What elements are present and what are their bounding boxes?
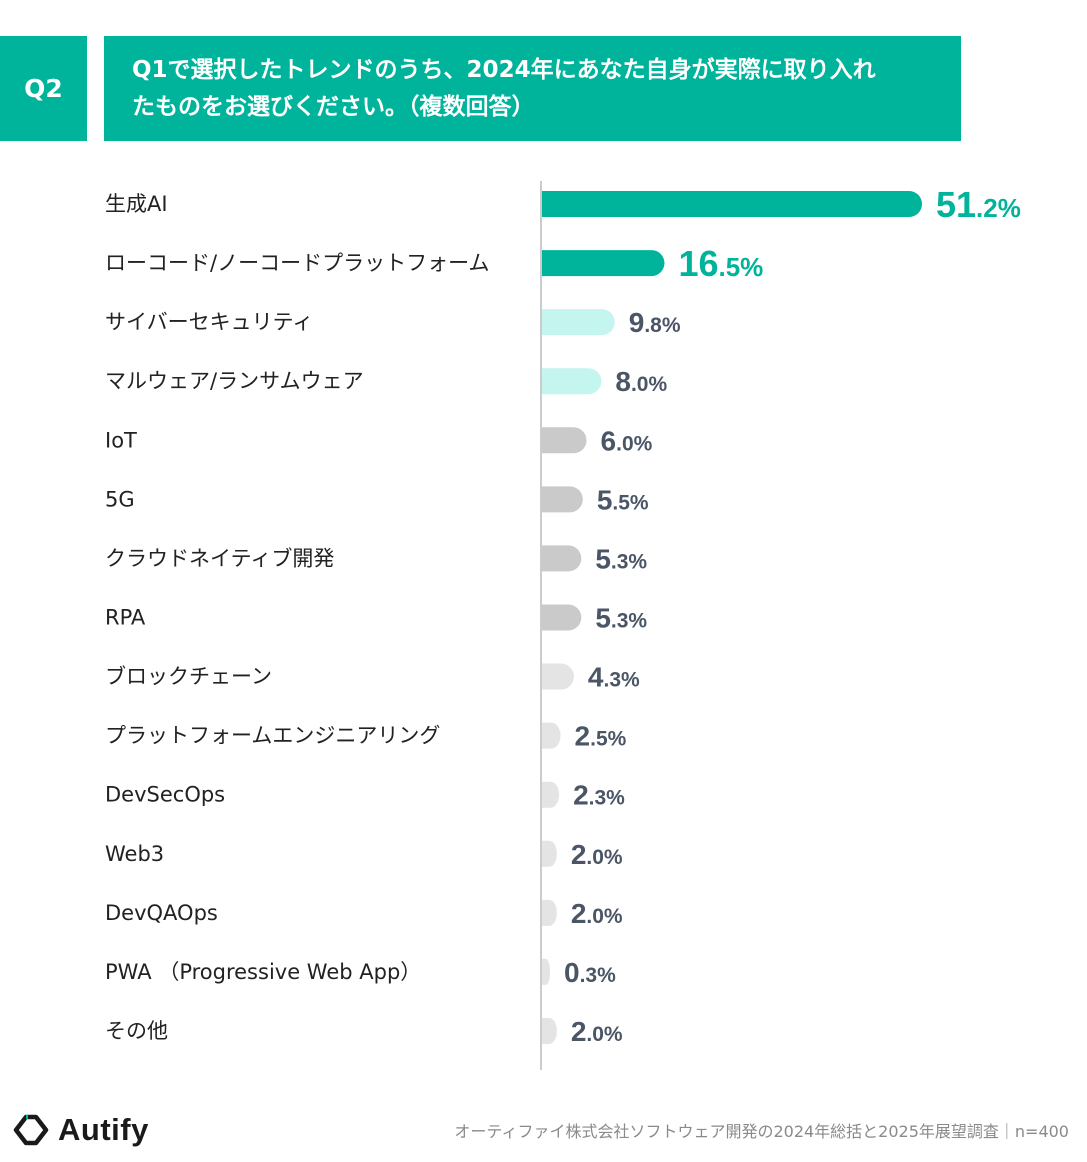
category-label: RPA [105,605,146,629]
category-label: マルウェア/ランサムウェア [105,369,364,393]
bar [542,1017,557,1044]
bar [542,191,922,217]
bar [542,309,615,336]
value-label: 5.5% [597,484,649,515]
value-label: 6.0% [601,425,653,456]
category-label: その他 [105,1019,168,1043]
value-label: 2.0% [571,1016,623,1047]
bar [542,545,582,572]
source-footnote: オーティファイ株式会社ソフトウェア開発の2024年総括と2025年展望調査｜n=… [454,1122,1069,1141]
bar [542,781,560,808]
category-label: DevQAOps [105,901,218,925]
category-label: ブロックチェーン [105,665,272,689]
bar [542,486,583,513]
question-badge: Q2 [0,36,87,141]
bar [542,368,602,395]
bar [542,250,665,277]
category-label: 5G [105,487,135,511]
autify-logo-text: Autify [58,1112,149,1147]
value-label: 51.2% [936,184,1021,225]
category-label: プラットフォームエンジニアリング [105,724,440,748]
value-label: 2.5% [575,721,627,752]
category-label: PWA （Progressive Web App） [105,960,421,984]
value-label: 9.8% [629,307,681,338]
bar [542,958,550,985]
autify-logo: Autify [12,1110,149,1150]
category-label: クラウドネイティブ開発 [105,546,334,570]
bar [542,663,574,690]
value-label: 2.0% [571,898,623,929]
category-label: ローコード/ノーコードプラットフォーム [105,251,489,275]
value-label: 5.3% [595,543,647,574]
value-label: 2.0% [571,839,623,870]
bar-chart: 生成AI 51.2% ローコード/ノーコードプラットフォーム 16.5% サイバーセキュ… [105,181,1021,1070]
category-label: Web3 [105,842,164,866]
question-line-1: Q1で選択したトレンドのうち、2024年にあなた自身が実際に取り入れ [132,57,876,83]
bar [542,840,557,867]
value-label: 2.3% [573,780,625,811]
value-label: 4.3% [588,662,640,693]
value-label: 8.0% [615,366,667,397]
value-label: 5.3% [595,602,647,633]
value-label: 0.3% [564,957,616,988]
question-title: Q1で選択したトレンドのうち、2024年にあなた自身が実際に取り入れ たものをお… [104,36,961,141]
value-label: 16.5% [678,243,763,284]
question-line-2: たものをお選びください。（複数回答） [132,94,535,120]
bar [542,899,557,926]
category-label: DevSecOps [105,783,225,807]
category-label: IoT [105,428,137,452]
bar [542,722,561,749]
bar [542,427,587,454]
category-label: 生成AI [105,192,168,216]
bar [542,604,582,631]
autify-logo-icon [13,1114,49,1146]
category-label: サイバーセキュリティ [105,310,313,334]
